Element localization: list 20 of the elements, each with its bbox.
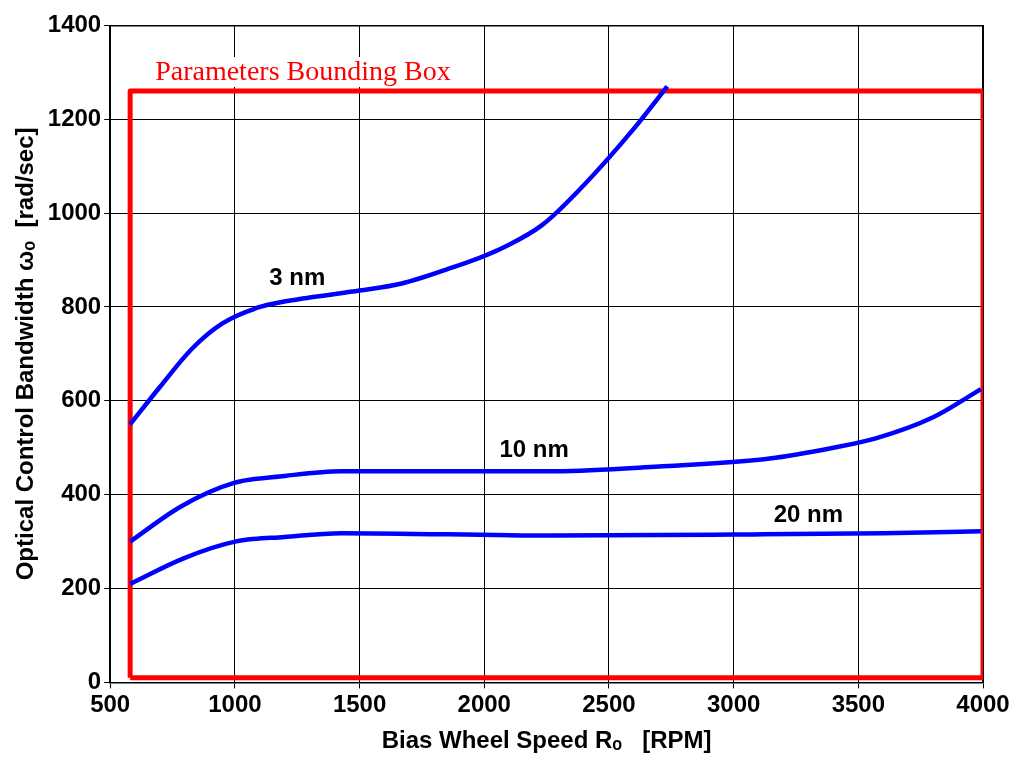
x-tick-label: 3500 bbox=[831, 690, 886, 718]
series-label: 10 nm bbox=[499, 434, 569, 462]
x-tick-label: 1000 bbox=[208, 690, 262, 718]
series-label: Parameters Bounding Box bbox=[155, 55, 451, 87]
series-label: 20 nm bbox=[773, 500, 844, 528]
y-tick-label: 1200 bbox=[47, 103, 102, 131]
x-tick-label: 2000 bbox=[457, 690, 511, 718]
x-tick-label: 4000 bbox=[956, 690, 1010, 718]
series-label: 3 nm bbox=[269, 263, 326, 291]
y-tick-label: 1400 bbox=[47, 10, 102, 38]
x-tick-label: 1500 bbox=[332, 690, 387, 718]
x-tick-label: 2500 bbox=[582, 690, 636, 718]
y-tick-label: 600 bbox=[61, 385, 102, 413]
x-axis-title: Bias Wheel Speed Rₒ [RPM] bbox=[381, 726, 712, 754]
y-tick-label: 400 bbox=[61, 479, 102, 507]
y-axis-title: Optical Control Bandwidth ωₒ [rad/sec] bbox=[11, 127, 39, 581]
x-tick-label: 3000 bbox=[706, 690, 761, 718]
y-tick-label: 1000 bbox=[47, 197, 102, 225]
y-tick-label: 800 bbox=[61, 291, 102, 319]
y-tick-label: 200 bbox=[61, 573, 102, 601]
